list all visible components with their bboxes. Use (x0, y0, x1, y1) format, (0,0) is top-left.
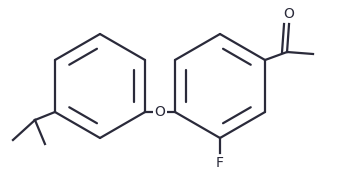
Text: F: F (216, 156, 224, 170)
Text: O: O (284, 7, 295, 21)
Text: O: O (155, 105, 165, 119)
